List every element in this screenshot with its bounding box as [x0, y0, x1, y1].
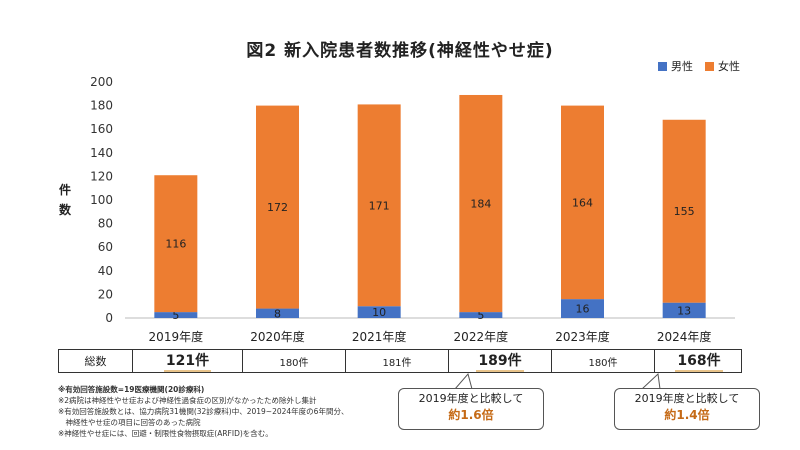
callout-2024-line1: 2019年度と比較して	[634, 392, 740, 405]
total-cell-2022: 189件	[449, 350, 552, 372]
total-value-2022: 189件	[476, 350, 524, 372]
bar-female-3	[459, 94, 503, 313]
total-cell-2020: 180件	[243, 350, 346, 372]
total-cell-2021: 181件	[346, 350, 449, 372]
legend-label-male: 男性	[671, 60, 693, 73]
bar-female-5	[662, 119, 706, 303]
y-tick-label-40: 40	[98, 264, 113, 278]
legend-label-female: 女性	[718, 60, 740, 73]
bar-male-3	[459, 312, 503, 318]
total-cell-2023: 180件	[552, 350, 655, 372]
legend-swatch-male	[658, 61, 667, 71]
callout-2024: 2019年度と比較して 約1.4倍	[614, 388, 760, 430]
data-label-female-4: 164	[572, 196, 593, 209]
y-tick-label-160: 160	[90, 122, 113, 136]
footnote-2: ※2病院は神経性やせ症および神経性過食症の区別がなかったため除外し集計	[58, 396, 317, 405]
total-cell-2019: 121件	[133, 350, 243, 372]
chart-title: 図2 新入院患者数推移(神経性やせ症)	[246, 41, 554, 61]
data-label-male-4: 16	[576, 303, 590, 316]
bar-female-4	[561, 105, 604, 300]
y-tick-label-180: 180	[90, 99, 113, 113]
totals-header: 総数	[59, 350, 133, 372]
y-tick-label-80: 80	[98, 217, 113, 231]
x-tick-label-2: 2021年度	[352, 329, 407, 344]
bar-male-4	[561, 299, 604, 318]
y-tick-label-120: 120	[90, 169, 113, 183]
footnote-3: ※有効回答施設数とは、協力病院31機関(32診療科)中、2019~2024年度の…	[58, 407, 349, 416]
x-tick-label-0: 2019年度	[149, 329, 204, 344]
data-label-female-1: 172	[267, 201, 288, 214]
callout-2022: 2019年度と比較して 約1.6倍	[398, 388, 544, 430]
y-tick-label-140: 140	[90, 146, 113, 160]
bar-female-1	[256, 105, 299, 309]
data-label-male-5: 13	[677, 304, 691, 317]
footnote-4: 神経性やせ症の項目に回答のあった病院	[58, 418, 201, 427]
y-axis-label: 件数	[58, 183, 71, 217]
footnotes: ※有効回答施設数=19医療機関(20診療科) ※2病院は神経性やせ症および神経性…	[58, 384, 348, 439]
data-label-male-0: 5	[172, 309, 179, 322]
bar-male-2	[357, 306, 401, 318]
data-label-male-3: 5	[477, 309, 484, 322]
callout-2022-line1: 2019年度と比較して	[418, 392, 524, 405]
footnote-1: ※有効回答施設数=19医療機関(20診療科)	[58, 385, 205, 394]
callout-2022-ratio: 約1.6倍	[448, 408, 494, 422]
bar-male-1	[256, 308, 299, 318]
data-label-female-3: 184	[470, 198, 491, 211]
legend-swatch-female	[705, 61, 714, 71]
data-label-female-5: 155	[674, 205, 695, 218]
legend-item-male: 男性	[658, 58, 693, 74]
legend-item-female: 女性	[705, 58, 740, 74]
y-tick-label-0: 0	[105, 311, 113, 325]
total-value-2019: 121件	[163, 350, 212, 372]
y-tick-label-60: 60	[98, 240, 113, 254]
y-tick-label-100: 100	[90, 193, 113, 207]
footnote-5: ※神経性やせ症には、回避・制限性食物摂取症(ARFID)を含む。	[58, 429, 273, 438]
data-label-male-2: 10	[372, 306, 386, 319]
totals-table: 総数 121件 180件 181件 189件 180件 168件	[58, 349, 742, 373]
bar-male-5	[662, 302, 706, 318]
x-tick-label-5: 2024年度	[657, 329, 712, 344]
data-label-male-1: 8	[274, 307, 281, 320]
y-tick-label-200: 200	[90, 75, 113, 89]
x-tick-label-3: 2022年度	[454, 329, 509, 344]
total-cell-2024: 168件	[655, 350, 743, 372]
data-label-female-2: 171	[369, 199, 390, 212]
x-tick-label-4: 2023年度	[555, 329, 610, 344]
total-value-2024: 168件	[675, 350, 723, 372]
bar-female-2	[357, 104, 401, 307]
bar-male-0	[154, 312, 198, 318]
data-label-female-0: 116	[165, 238, 186, 251]
bar-female-0	[154, 175, 198, 313]
callout-2024-ratio: 約1.4倍	[664, 408, 710, 422]
legend: 男性 女性	[658, 58, 740, 74]
x-tick-label-1: 2020年度	[250, 329, 305, 344]
y-tick-label-20: 20	[98, 287, 113, 301]
